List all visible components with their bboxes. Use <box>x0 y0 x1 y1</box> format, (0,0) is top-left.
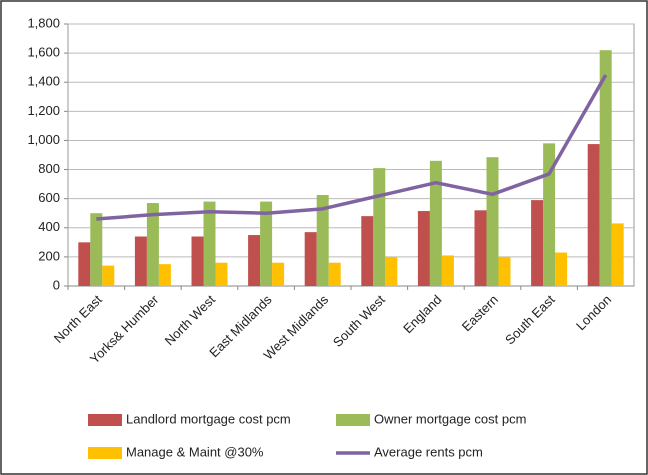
bar <box>158 264 171 286</box>
bar <box>417 211 430 286</box>
y-tick-label: 800 <box>38 161 60 176</box>
legend-label: Owner mortgage cost pcm <box>374 411 526 426</box>
line-series <box>96 74 608 221</box>
y-tick-label: 1,800 <box>27 15 60 30</box>
bar <box>373 168 386 286</box>
bar <box>498 256 511 286</box>
bar <box>611 223 624 286</box>
y-tick-label: 1,200 <box>27 103 60 118</box>
bar <box>215 262 228 286</box>
bar <box>146 203 159 286</box>
y-tick-label: 200 <box>38 248 60 263</box>
bar <box>304 232 317 286</box>
legend-swatch <box>336 414 370 426</box>
bar <box>272 262 285 286</box>
y-tick-label: 1,000 <box>27 132 60 147</box>
legend-label: Landlord mortgage cost pcm <box>126 411 291 426</box>
bar <box>361 216 374 286</box>
y-tick-label: 0 <box>53 277 60 292</box>
y-tick-label: 600 <box>38 190 60 205</box>
bar <box>599 50 612 287</box>
bar <box>385 256 398 286</box>
bar <box>486 157 499 286</box>
y-tick-label: 1,600 <box>27 45 60 60</box>
bar <box>78 242 91 286</box>
bar <box>555 252 568 286</box>
bar <box>587 144 600 286</box>
bar <box>543 143 556 286</box>
bar <box>429 160 442 286</box>
bar <box>90 213 103 286</box>
y-tick-label: 1,400 <box>27 74 60 89</box>
bar <box>260 201 273 286</box>
bar <box>441 255 454 286</box>
bar <box>134 236 147 286</box>
bar <box>248 235 261 286</box>
legend-label: Average rents pcm <box>374 444 483 459</box>
y-tick-label: 400 <box>38 219 60 234</box>
bar <box>203 201 216 286</box>
bar <box>328 262 341 286</box>
bar <box>191 236 204 286</box>
bar <box>474 210 487 286</box>
bar <box>316 195 329 286</box>
legend-swatch <box>88 447 122 459</box>
legend-label: Manage & Maint @30% <box>126 444 264 459</box>
legend-swatch <box>88 414 122 426</box>
bar <box>102 265 115 286</box>
bar <box>531 200 544 286</box>
